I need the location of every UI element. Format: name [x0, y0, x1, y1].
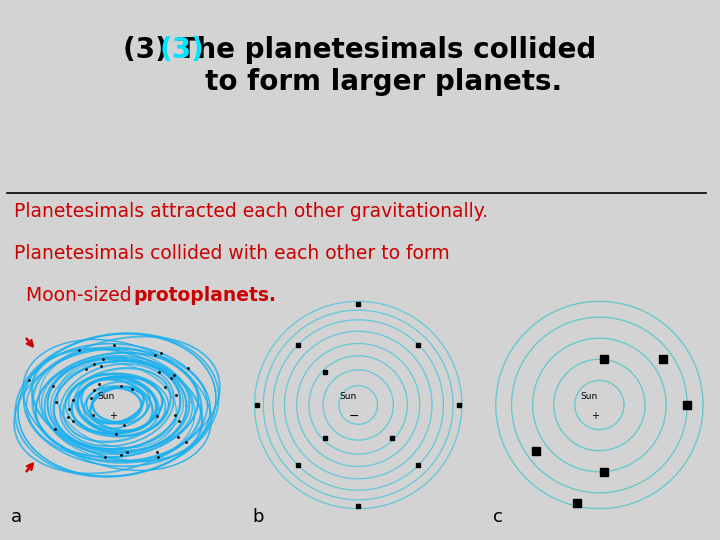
Text: b: b [252, 509, 264, 526]
Text: +: + [591, 411, 599, 421]
Text: c: c [493, 509, 503, 526]
Text: protoplanets.: protoplanets. [133, 286, 276, 306]
Text: Planetesimals attracted each other gravitationally.: Planetesimals attracted each other gravi… [14, 202, 489, 221]
Text: +: + [109, 411, 117, 421]
Text: (3): (3) [160, 36, 204, 64]
Text: Sun: Sun [98, 392, 115, 401]
Text: (3) The planetesimals collided
     to form larger planets.: (3) The planetesimals collided to form l… [123, 36, 597, 96]
Text: Planetesimals collided with each other to form: Planetesimals collided with each other t… [14, 244, 450, 263]
Text: Sun: Sun [339, 392, 356, 401]
Text: −: − [348, 410, 359, 423]
Text: Moon-sized: Moon-sized [14, 286, 138, 306]
Text: Sun: Sun [580, 392, 598, 401]
Text: a: a [11, 509, 22, 526]
